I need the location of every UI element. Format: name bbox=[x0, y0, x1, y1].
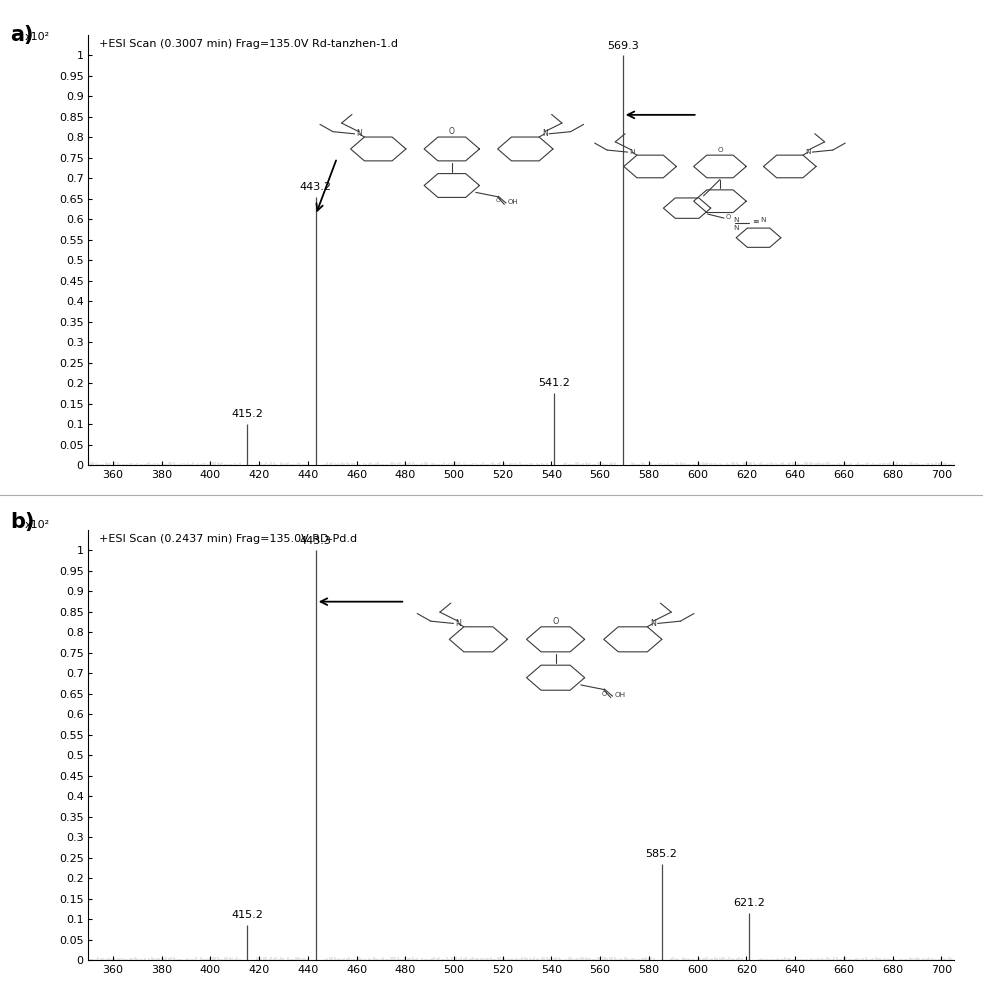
Text: O: O bbox=[449, 127, 455, 136]
Text: +ESI Scan (0.3007 min) Frag=135.0V Rd-tanzhen-1.d: +ESI Scan (0.3007 min) Frag=135.0V Rd-ta… bbox=[99, 39, 398, 49]
Text: x10²: x10² bbox=[25, 520, 50, 530]
Text: O: O bbox=[718, 147, 723, 153]
Text: +ESI Scan (0.2437 min) Frag=135.0V RD-Pd.d: +ESI Scan (0.2437 min) Frag=135.0V RD-Pd… bbox=[99, 534, 357, 544]
Text: N: N bbox=[733, 225, 739, 231]
Text: 415.2: 415.2 bbox=[231, 910, 263, 920]
Text: ≡: ≡ bbox=[752, 217, 759, 226]
Text: O: O bbox=[725, 214, 730, 220]
Text: 415.2: 415.2 bbox=[231, 409, 263, 419]
Text: 443.3: 443.3 bbox=[300, 536, 331, 546]
Text: N: N bbox=[455, 619, 461, 628]
Text: a): a) bbox=[10, 25, 33, 45]
Text: 585.2: 585.2 bbox=[646, 849, 677, 859]
Text: b): b) bbox=[10, 512, 34, 532]
Text: N: N bbox=[805, 149, 811, 155]
Text: 621.2: 621.2 bbox=[733, 898, 765, 908]
Text: O: O bbox=[602, 691, 607, 697]
Text: 541.2: 541.2 bbox=[539, 378, 570, 388]
Text: OH: OH bbox=[507, 199, 518, 205]
Text: N: N bbox=[629, 149, 634, 155]
Text: 443.2: 443.2 bbox=[300, 182, 331, 192]
Text: N: N bbox=[761, 217, 766, 223]
Text: OH: OH bbox=[614, 692, 625, 698]
Text: N: N bbox=[542, 129, 548, 138]
Text: 569.3: 569.3 bbox=[607, 41, 639, 51]
Text: O: O bbox=[552, 617, 558, 626]
Text: N: N bbox=[650, 619, 656, 628]
Text: x10²: x10² bbox=[25, 32, 50, 42]
Text: N: N bbox=[733, 217, 739, 223]
Text: O: O bbox=[495, 198, 500, 203]
Text: N: N bbox=[356, 129, 362, 138]
